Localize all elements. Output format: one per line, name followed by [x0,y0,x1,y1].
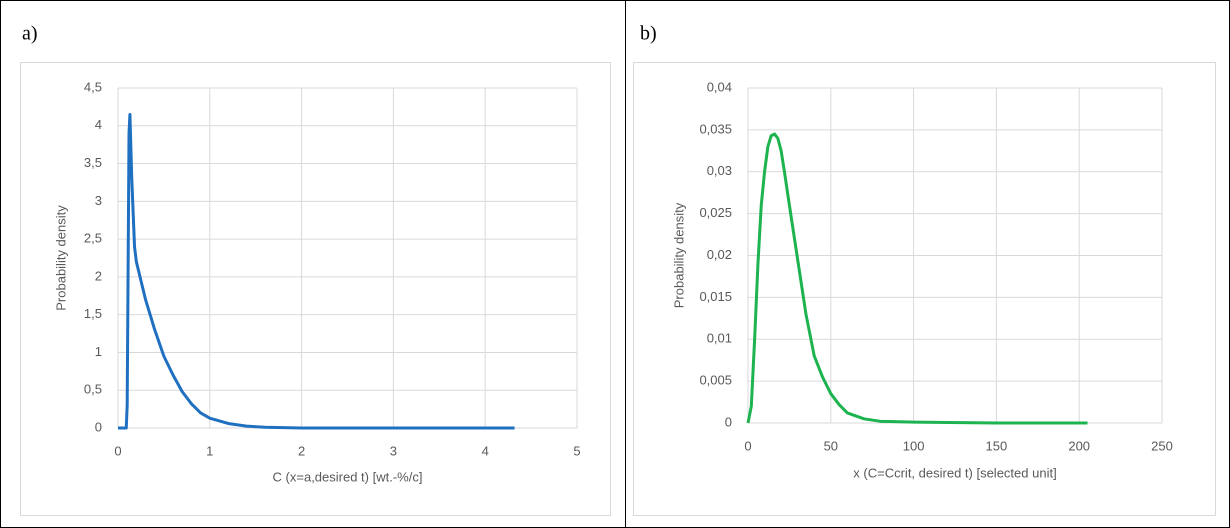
data-line [746,132,1088,425]
y-tick-label: 1 [95,344,102,359]
y-tick-label: 0,035 [699,121,732,136]
y-tick-label: 0,02 [707,247,732,262]
y-tick-label: 2,5 [84,231,102,246]
x-tick-label: 0 [114,443,121,458]
y-tick-label: 4 [95,117,102,132]
y-axis-label: Probability density [53,205,68,311]
panel-label: a) [22,23,38,45]
y-tick-label: 3,5 [84,155,102,170]
x-tick-label: 0 [744,438,751,453]
y-tick-label: 0 [725,414,732,429]
x-tick-label: 100 [903,438,925,453]
y-tick-label: 0,005 [699,373,732,388]
chart-frame [20,62,611,516]
x-tick-label: 3 [390,443,397,458]
y-tick-label: 0,04 [707,79,732,94]
panel-label: b) [640,23,657,45]
y-axis-label: Probability density [671,202,686,308]
y-tick-label: 0 [95,419,102,434]
x-axis-label: x (C=Ccrit, desired t) [selected unit] [853,465,1056,480]
x-tick-label: 4 [482,443,489,458]
y-tick-label: 0,03 [707,163,732,178]
x-axis-label: C (x=a,desired t) [wt.-%/c] [273,469,423,484]
data-line [118,112,515,430]
x-tick-label: 250 [1151,438,1173,453]
y-tick-label: 4,5 [84,79,102,94]
y-tick-label: 2 [95,268,102,283]
x-tick-label: 150 [986,438,1008,453]
x-tick-label: 2 [298,443,305,458]
y-tick-label: 0,01 [707,331,732,346]
y-tick-label: 0,015 [699,289,732,304]
x-tick-label: 50 [824,438,838,453]
y-tick-label: 3 [95,193,102,208]
y-tick-label: 1,5 [84,306,102,321]
x-tick-label: 5 [573,443,580,458]
x-tick-label: 1 [206,443,213,458]
x-tick-label: 200 [1068,438,1090,453]
chart-frame [633,62,1216,516]
y-tick-label: 0,025 [699,205,732,220]
y-tick-label: 0,5 [84,382,102,397]
